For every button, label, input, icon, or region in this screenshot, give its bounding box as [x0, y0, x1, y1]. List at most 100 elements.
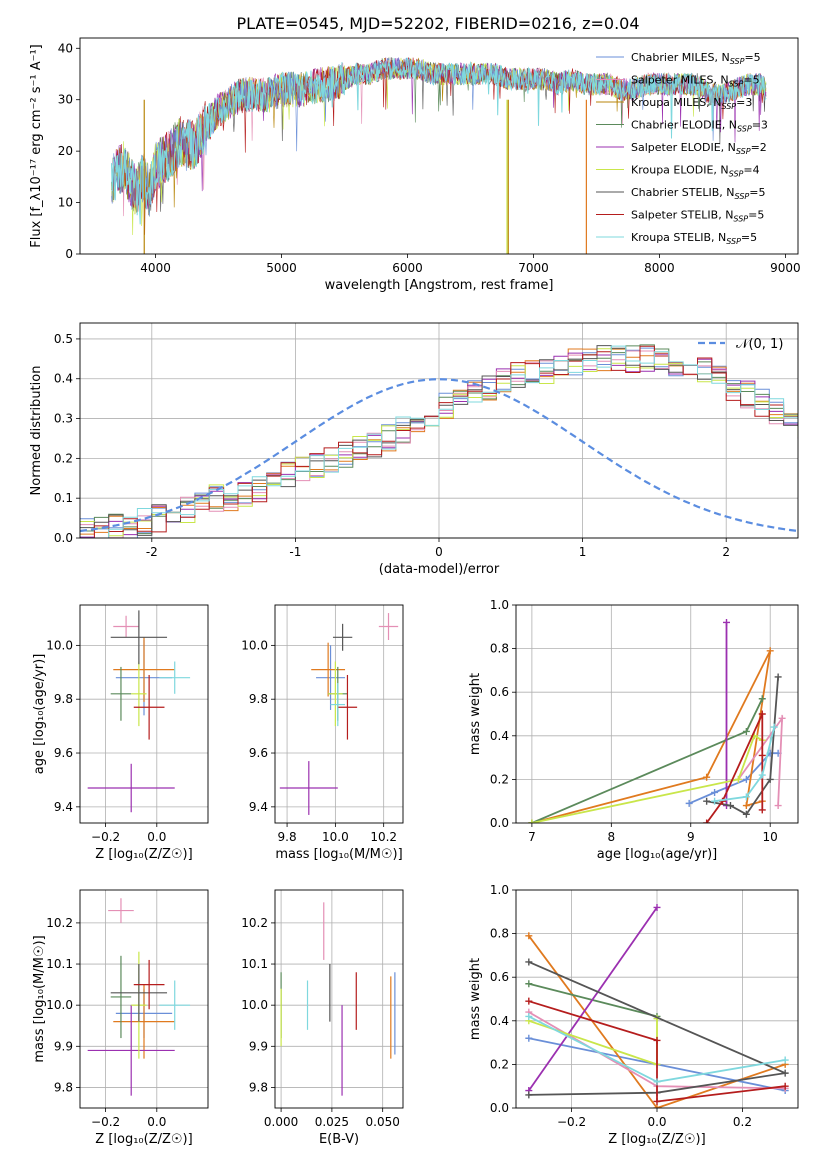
weight-point-marker	[525, 932, 533, 940]
x-tick-label: 0.025	[315, 1115, 349, 1129]
y-tick-label: 10.0	[241, 998, 268, 1012]
weight-point-marker	[742, 802, 750, 810]
weight-point-marker	[742, 775, 750, 783]
y-tick-label: 10.2	[46, 916, 73, 930]
weight-series-line	[528, 1000, 786, 1103]
x-tick-label: 10.0	[322, 830, 349, 844]
x-tick-label: -2	[146, 545, 158, 559]
legend-label-main: Salpeter STELIB, N	[631, 209, 733, 222]
legend-label: Salpeter MILES, NSSP=5	[631, 74, 760, 89]
x-tick-label: −0.2	[91, 1115, 120, 1129]
weight-series-line	[706, 676, 779, 816]
weight-point-marker	[766, 775, 774, 783]
normal-curve	[80, 378, 798, 533]
spectrum-line	[111, 57, 767, 216]
weight-point-marker	[528, 819, 536, 823]
legend-label-sub: SSP	[733, 215, 748, 224]
y-tick-label: 0.4	[54, 372, 73, 386]
x-tick-label: 6000	[392, 261, 423, 275]
y-axis-label: mass weight	[468, 673, 483, 755]
weight-point-marker	[742, 810, 750, 818]
legend-label-tail: =3	[752, 119, 768, 132]
y-tick-label: 9.6	[54, 746, 73, 760]
y-axis-label: mass [log₁₀(M/M☉)]	[32, 935, 47, 1062]
weight-series-line	[531, 734, 763, 823]
legend-label: Chabrier ELODIE, NSSP=3	[631, 119, 768, 134]
figure-title: PLATE=0545, MJD=52202, FIBERID=0216, z=0…	[236, 14, 639, 33]
legend-label: Salpeter STELIB, NSSP=5	[631, 209, 764, 224]
legend-label-main: Kroupa MILES, N	[631, 96, 721, 109]
weight-point-marker	[525, 1012, 533, 1020]
legend-label-sub: SSP	[730, 57, 745, 66]
legend-label: Kroupa STELIB, NSSP=5	[631, 231, 757, 246]
axes-residuals: -2 -1 0 1 2 0.0 0.1 0.2 0.3 0.4 0.5 (data-model)/er…	[29, 322, 799, 577]
x-axis-label: (data-model)/error	[379, 562, 500, 577]
y-tick-label: 0.8	[490, 927, 509, 941]
plot-area	[280, 902, 396, 1096]
legend-label-tail: =2	[751, 141, 767, 154]
plot-area	[111, 56, 767, 254]
legend-label-main: Chabrier STELIB, N	[631, 186, 735, 199]
legend-label-sub: SSP	[735, 192, 750, 201]
x-tick-label: −0.2	[557, 1115, 586, 1129]
axes-mass_vs_ebv: 0.000 0.025 0.050 9.8 9.9 10.0 10.1 10.2 E(B-V)	[241, 889, 404, 1147]
y-tick-label: 0.4	[490, 1014, 509, 1028]
y-tick-label: 9.6	[249, 746, 268, 760]
plot-area	[80, 344, 798, 538]
legend-label-tail: =5	[743, 74, 759, 87]
weight-point-marker	[766, 647, 774, 655]
weight-point-marker	[758, 710, 766, 718]
axes-frame	[274, 604, 404, 824]
y-tick-label: 9.9	[54, 1039, 73, 1053]
x-tick-label: 5000	[266, 261, 297, 275]
weight-point-marker	[525, 997, 533, 1005]
x-tick-label: 8	[608, 830, 616, 844]
x-axis-label: mass [log₁₀(M/M☉)]	[275, 847, 402, 862]
y-tick-label: 10.0	[241, 638, 268, 652]
legend-label-main: Chabrier ELODIE, N	[631, 119, 737, 132]
y-tick-label: 0.0	[490, 816, 509, 830]
weight-series-line	[714, 726, 776, 803]
x-tick-label: 0.0	[147, 830, 166, 844]
legend-label: Kroupa ELODIE, NSSP=4	[631, 164, 760, 179]
x-tick-label: 0.0	[147, 1115, 166, 1129]
y-tick-label: 9.8	[249, 1080, 268, 1094]
y-tick-label: 0.3	[54, 412, 73, 426]
weight-point-marker	[758, 771, 766, 779]
weight-point-marker	[703, 819, 711, 823]
y-tick-label: 1.0	[490, 883, 509, 897]
plots: 4000 5000 6000 7000 8000 9000010203040wavelen…	[29, 37, 801, 1147]
y-tick-label: 10.0	[46, 638, 73, 652]
legend-label: Chabrier STELIB, NSSP=5	[631, 186, 765, 201]
legend-label-main: Salpeter MILES, N	[631, 74, 729, 87]
legend-label-sub: SSP	[721, 102, 736, 111]
y-tick-label: 10.2	[241, 916, 268, 930]
legend-label-main: Salpeter ELODIE, N	[631, 141, 736, 154]
weight-series-line	[528, 961, 789, 1096]
legend-label-tail: =5	[748, 209, 764, 222]
y-tick-label: 10	[58, 196, 73, 210]
weight-point-marker	[703, 773, 711, 781]
weight-point-marker	[653, 1078, 661, 1086]
legend-label-sub: SSP	[729, 170, 744, 179]
axes-spectrum: 4000 5000 6000 7000 8000 9000 0 10 20 30 40 wavelen…	[29, 37, 801, 293]
axes-mw_vs_Z: −0.2 0.0 0.2 0.0 0.2 0.4 0.6 0.8 1.0 Z [log₁₀(Z/Z…	[468, 883, 799, 1147]
legend-label: Chabrier MILES, NSSP=5	[631, 51, 761, 66]
weight-point-marker	[774, 802, 782, 810]
x-tick-label: 8000	[644, 261, 675, 275]
weight-point-marker	[711, 797, 719, 805]
y-tick-label: 9.8	[54, 692, 73, 706]
weight-point-marker	[525, 1034, 533, 1042]
x-tick-label: −0.2	[91, 830, 120, 844]
weight-point-marker	[770, 723, 778, 731]
y-tick-label: 10.1	[46, 957, 73, 971]
y-tick-label: 10.1	[241, 957, 268, 971]
y-tick-label: 0.2	[54, 451, 73, 465]
x-tick-label: 4000	[140, 261, 171, 275]
y-tick-label: 0.1	[54, 491, 73, 505]
y-tick-label: 0.6	[490, 685, 509, 699]
plot-area	[87, 610, 191, 813]
legend-label-tail: =5	[749, 186, 765, 199]
legend-label-sub: SSP	[726, 237, 741, 246]
